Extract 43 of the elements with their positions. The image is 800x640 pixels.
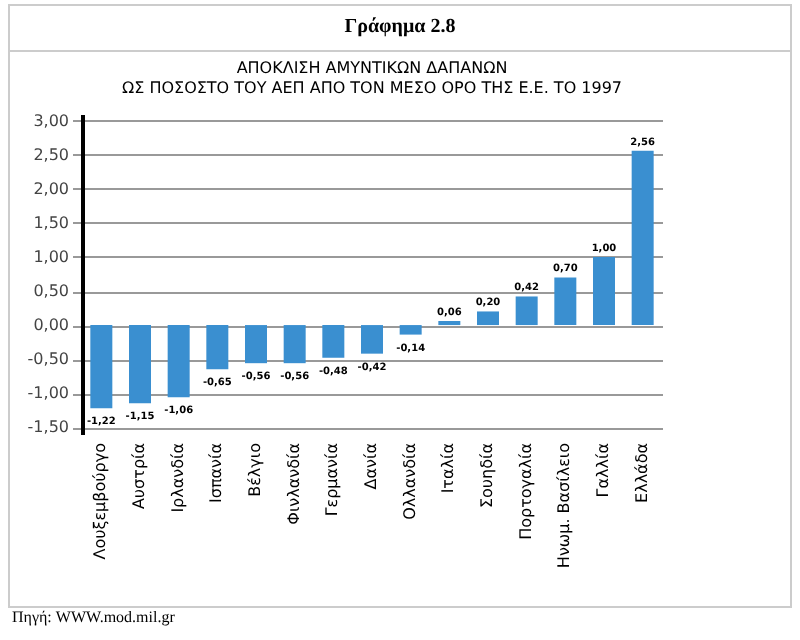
bar (245, 325, 267, 364)
x-tick-label: Ισπανία (207, 443, 226, 503)
y-tick-label: -1,50 (27, 418, 69, 437)
y-tick-label: 0,50 (33, 282, 69, 301)
bar (554, 277, 577, 326)
x-tick-label: Λουξεμβούργο (91, 442, 110, 560)
y-tick-label: -0,50 (27, 350, 69, 369)
x-tick-label: Ιρλανδία (168, 443, 187, 513)
y-tick-label: 0,00 (33, 316, 69, 335)
chart-subtitle: ΑΠΟΚΛΙΣΗ ΑΜΥΝΤΙΚΩΝ ΔΑΠΑΝΩΝ ΩΣ ΠΟΣΟΣΤΟ ΤΟΥ ΑΕΠ ΑΠΟ ΤΟΝ ΜΕΣΟ ΟΡΟ ΤΗΣ Ε.Ε. ΤΟ 1997 (121, 58, 623, 97)
x-tick-label: Γερμανία (323, 443, 342, 517)
x-tick-label: Αυστρία (130, 443, 148, 510)
bar (90, 325, 113, 409)
bar (631, 150, 654, 326)
y-tick-label: 1,00 (33, 247, 69, 266)
y-tick-label: 2,50 (33, 145, 69, 164)
bar (361, 325, 383, 354)
x-tick-label: Φινλανδία (284, 443, 303, 525)
bar (167, 325, 190, 398)
y-tick-label: 3,00 (33, 111, 69, 130)
x-tick-label: Ιταλία (439, 443, 458, 494)
y-tick-label: 1,50 (33, 213, 69, 232)
bar (322, 325, 345, 358)
bar (206, 325, 229, 370)
bar (283, 325, 306, 364)
x-tick-label: Πορτογαλία (516, 443, 535, 540)
bar (438, 320, 461, 326)
bar (593, 256, 615, 326)
x-tick-label: Ολλανδία (400, 443, 419, 520)
y-tick-label: -1,00 (27, 384, 69, 403)
chart-title: Γράφημα 2.8 (10, 6, 790, 52)
x-tick-label: Δανία (362, 443, 380, 490)
y-tick-label: 2,00 (33, 179, 69, 198)
x-tick-label: Σουηδία (478, 443, 496, 509)
text: Πηγή: WWW.mod.mil.gr (12, 608, 175, 626)
x-tick-label: Ελλάδα (632, 443, 651, 503)
bar (477, 311, 499, 326)
x-tick-label: Βέλγιο (246, 442, 264, 497)
bar (129, 325, 151, 404)
bar (399, 325, 422, 335)
x-tick-label: Ηνωμ. Βασίλειο (555, 442, 574, 569)
x-tick-label: Γαλλία (594, 443, 612, 498)
bar (515, 296, 538, 326)
